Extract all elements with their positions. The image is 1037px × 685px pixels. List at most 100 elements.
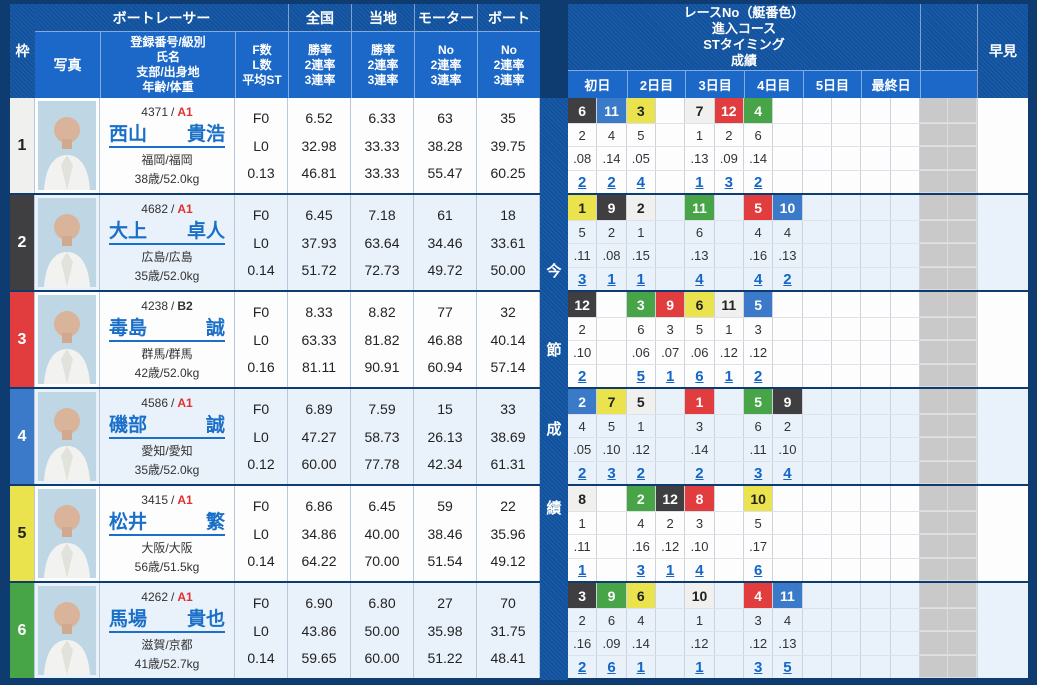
frame-cell: 1 [10,98,35,193]
empty-result-cell [832,124,862,146]
result-link[interactable]: 4 [753,270,763,288]
local-2rate: 40.00 [364,525,400,542]
result-link[interactable]: 2 [636,464,645,482]
result-link[interactable]: 3 [636,561,645,579]
racer-name-link[interactable]: 松井 繁 [109,512,225,536]
column-header-day1: 初日 [584,78,611,93]
racer-photo[interactable] [35,195,100,290]
empty-result-cell [861,244,891,267]
empty-result-cell [891,171,920,193]
branch-origin: 広島/広島 [141,250,193,264]
result-link[interactable]: 1 [607,270,616,288]
result-link[interactable]: 6 [753,561,763,579]
racer-photo-placeholder [38,101,96,190]
st-timing: .13 [773,244,803,267]
result-link[interactable]: 1 [665,561,675,579]
result-link[interactable]: 4 [636,173,645,191]
empty-result-cell [715,389,744,414]
race-number: 5 [743,292,774,317]
motor-3rate: 51.54 [427,553,463,570]
result-link[interactable]: 2 [577,173,587,191]
result-link[interactable]: 6 [695,367,704,385]
result-link[interactable]: 3 [577,270,587,288]
racer-photo[interactable] [35,583,100,678]
st-timing: .05 [627,147,656,170]
result-link[interactable]: 1 [636,658,645,676]
racer-name-link[interactable]: 大上 卓人 [109,221,225,245]
racer-photo[interactable] [35,98,100,193]
result-link[interactable]: 1 [665,367,675,385]
racer-photo[interactable] [35,486,100,581]
empty-result-cell [715,559,744,581]
st-timing: .12 [744,341,774,364]
racer-name-link[interactable]: 磯部 誠 [109,415,225,439]
result-link[interactable]: 4 [695,561,704,579]
entry-course: 6 [744,415,774,437]
result-link[interactable]: 2 [607,173,616,191]
motor-2rate: 26.13 [427,428,463,445]
result-cell: 2 [597,171,627,193]
result-cell: 2 [568,365,598,387]
result-link[interactable]: 2 [783,270,792,288]
entry-course: 4 [773,221,803,243]
st-timing: .11 [568,244,598,267]
race-number: 5 [743,195,774,220]
result-link[interactable]: 2 [577,658,587,676]
racer-photo-placeholder [38,489,96,578]
result-link[interactable]: 1 [636,270,645,288]
racer-photo-placeholder [38,392,96,481]
result-link[interactable]: 3 [724,173,733,191]
empty-result-cell [891,147,920,170]
empty-result-cell [803,656,832,678]
result-link[interactable]: 5 [783,658,792,676]
empty-result-cell [803,583,832,608]
entry-course: 3 [685,415,715,437]
entry-course: 4 [597,124,627,146]
result-link[interactable]: 6 [607,658,616,676]
result-link[interactable]: 3 [607,464,616,482]
st-timing: .06 [627,341,656,364]
racer-name-link[interactable]: 馬場 貴也 [109,609,225,633]
empty-result-cell [861,632,891,655]
result-link[interactable]: 1 [695,173,704,191]
national-3rate: 59.65 [301,650,337,667]
result-link[interactable]: 2 [753,367,763,385]
st-timing: .12 [685,632,715,655]
result-link[interactable]: 1 [577,561,587,579]
unused-cell [948,609,977,631]
result-link[interactable]: 1 [724,367,733,385]
column-header-day3: 3日目 [685,71,744,98]
result-link[interactable]: 2 [753,173,763,191]
fl-st-cell: F0 L0 0.14 [235,583,288,678]
empty-result-cell [715,415,744,437]
unused-cell [948,171,977,193]
unused-cell [919,171,949,193]
entry-course: 2 [715,124,744,146]
racer-photo[interactable] [35,292,100,387]
frame-cell: 6 [10,583,35,678]
racer-name-link[interactable]: 西山 貴浩 [109,124,225,148]
result-link[interactable]: 3 [753,658,763,676]
registration-number: 4262 [141,590,168,604]
boat-2rate: 31.75 [490,622,526,639]
empty-result-cell [861,512,891,534]
subheader-boat-stats: No 2連率 3連率 [477,32,540,98]
empty-result-cell [832,98,862,123]
racer-photo[interactable] [35,389,100,484]
result-link[interactable]: 1 [695,658,704,676]
result-link[interactable]: 4 [695,270,704,288]
result-link[interactable]: 5 [636,367,645,385]
result-link[interactable]: 4 [783,464,792,482]
result-cell: 1 [685,171,715,193]
race-number: 11 [685,195,715,220]
local-2rate: 81.82 [364,331,400,348]
result-link[interactable]: 2 [577,367,587,385]
empty-result-cell [891,98,920,123]
empty-result-cell [832,583,862,608]
result-link[interactable]: 3 [753,464,763,482]
result-link[interactable]: 2 [695,464,704,482]
racer-name-link[interactable]: 毒島 誠 [109,318,225,342]
result-link[interactable]: 2 [577,464,587,482]
result-cell: 1 [656,559,686,581]
national-stats-cell: 8.33 63.33 81.11 [288,292,351,387]
